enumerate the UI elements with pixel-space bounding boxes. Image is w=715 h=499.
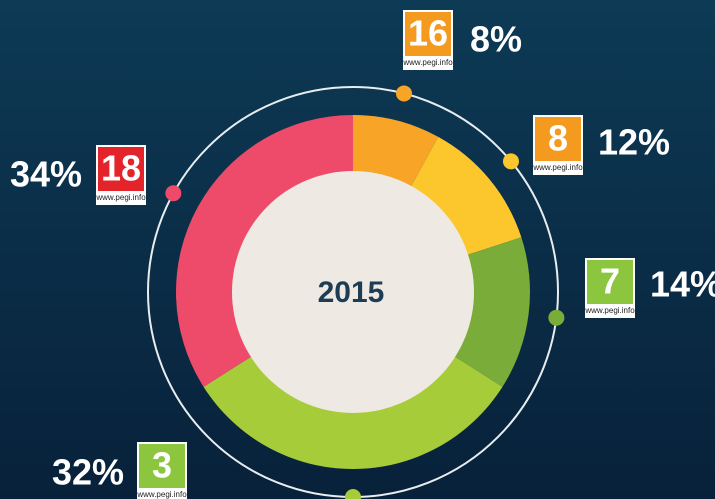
value-label: 12% (598, 122, 670, 163)
badge-fill (535, 117, 581, 161)
badge-fill (98, 147, 144, 191)
badge-fill (139, 444, 185, 488)
badge-caption: www.pegi.info (532, 163, 583, 172)
value-label: 32% (52, 452, 124, 493)
badge-caption: www.pegi.info (584, 306, 635, 315)
segment (353, 115, 439, 189)
segment-dot (345, 489, 361, 499)
badge-caption: www.pegi.info (136, 490, 187, 499)
value-label: 34% (10, 154, 82, 195)
badge-number: 8 (548, 118, 568, 159)
segment (409, 136, 522, 256)
value-label: 14% (650, 264, 715, 305)
badge-fill (405, 12, 451, 56)
segment-dot (395, 85, 412, 102)
badge-caption: www.pegi.info (402, 58, 453, 67)
badge-caption: www.pegi.info (95, 193, 146, 202)
badge-number: 18 (101, 148, 141, 189)
segment-dot (548, 309, 565, 326)
segment-dot (165, 185, 182, 202)
badge-number: 7 (600, 261, 620, 302)
center-label: 2015 (318, 276, 385, 309)
value-label: 8% (470, 19, 522, 60)
badge-number: 3 (152, 445, 172, 486)
badge-number: 16 (408, 13, 448, 54)
center-disc (232, 171, 474, 413)
segment (176, 115, 353, 387)
segment-dot (502, 153, 519, 170)
badge-fill (587, 260, 633, 304)
